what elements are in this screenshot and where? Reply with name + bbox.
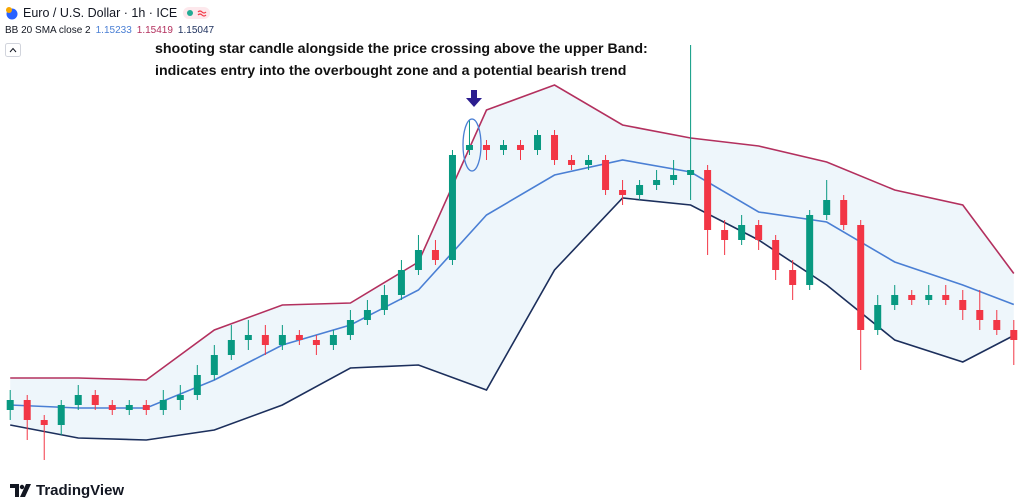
candle-body xyxy=(329,335,337,345)
candle-body xyxy=(74,395,82,405)
candle-body xyxy=(704,170,712,230)
candle-body xyxy=(499,145,507,150)
candle-body xyxy=(482,145,490,150)
brand-logo xyxy=(10,483,31,497)
annotation-line: shooting star candle alongside the price… xyxy=(155,41,648,57)
candle-body xyxy=(142,405,150,410)
annotation-line: indicates entry into the overbought zone… xyxy=(155,63,626,79)
candle-body xyxy=(261,335,269,345)
candle-body xyxy=(568,160,576,165)
candle-body xyxy=(210,355,218,375)
candle-body xyxy=(857,225,865,330)
collapse-button[interactable] xyxy=(5,43,21,57)
candle-body xyxy=(636,185,644,195)
candle-body xyxy=(380,295,388,310)
indicator-legend: BB 20 SMA close 2 1.15233 1.15419 1.1504… xyxy=(5,24,219,37)
indicator-value: 1.15233 xyxy=(95,25,132,36)
candle-body xyxy=(840,200,848,225)
candle-body xyxy=(993,320,1001,330)
candle-body xyxy=(295,335,303,340)
indicator-value: 1.15047 xyxy=(177,25,215,36)
candle-body xyxy=(57,405,65,425)
candle-body xyxy=(619,190,627,195)
symbol-icon xyxy=(6,6,18,19)
candle-body xyxy=(585,160,593,165)
candle-body xyxy=(193,375,201,395)
candle-body xyxy=(108,405,116,410)
candle-body xyxy=(653,180,661,185)
candle-body xyxy=(738,225,746,240)
candle-body xyxy=(414,250,422,270)
candle-body xyxy=(772,240,780,270)
candle-body xyxy=(806,215,814,285)
candle-body xyxy=(959,300,967,310)
candle-body xyxy=(278,335,286,345)
candle-body xyxy=(602,160,610,190)
candle-body xyxy=(448,155,456,260)
candle-body xyxy=(874,305,882,330)
band-fill xyxy=(10,85,1014,440)
candle-body xyxy=(397,270,405,295)
candle-body xyxy=(244,335,252,340)
candle-body xyxy=(925,295,933,300)
candle-body xyxy=(942,295,950,300)
symbol-header: Euro / U.S. Dollar · 1h · ICE xyxy=(5,4,211,21)
candle-body xyxy=(176,395,184,400)
highlight-ellipse xyxy=(462,118,482,172)
candle-body xyxy=(789,270,797,285)
symbol-title: Euro / U.S. Dollar · 1h · ICE xyxy=(23,5,178,20)
candle-body xyxy=(1010,330,1018,340)
candle-body xyxy=(465,145,473,150)
candle-body xyxy=(363,310,371,320)
status-icons[interactable] xyxy=(183,6,211,20)
candle-body xyxy=(891,295,899,305)
candle-body xyxy=(976,310,984,320)
arrow xyxy=(466,90,482,107)
indicator-value: 1.15419 xyxy=(136,25,173,36)
candle-body xyxy=(551,135,559,160)
brand-name: TradingView xyxy=(36,482,125,499)
candle-body xyxy=(721,230,729,240)
candle-body xyxy=(823,200,831,215)
candle-body xyxy=(159,400,167,410)
candle-body xyxy=(227,340,235,355)
indicator-label: BB 20 SMA close 2 xyxy=(5,25,91,36)
candle-body xyxy=(517,145,525,150)
candle-body xyxy=(755,225,763,240)
candle-body xyxy=(687,170,695,175)
candle-body xyxy=(431,250,439,260)
candle-body xyxy=(23,400,31,420)
brand: TradingView xyxy=(10,482,124,499)
candle-body xyxy=(91,395,99,405)
candle-body xyxy=(908,295,916,300)
candle-body xyxy=(670,175,678,180)
candle-body xyxy=(312,340,320,345)
candle-body xyxy=(40,420,48,425)
band-line xyxy=(10,84,1015,381)
candle-body xyxy=(534,135,542,150)
candle-body xyxy=(6,400,14,410)
candle-body xyxy=(346,320,354,335)
candle-body xyxy=(125,405,133,410)
